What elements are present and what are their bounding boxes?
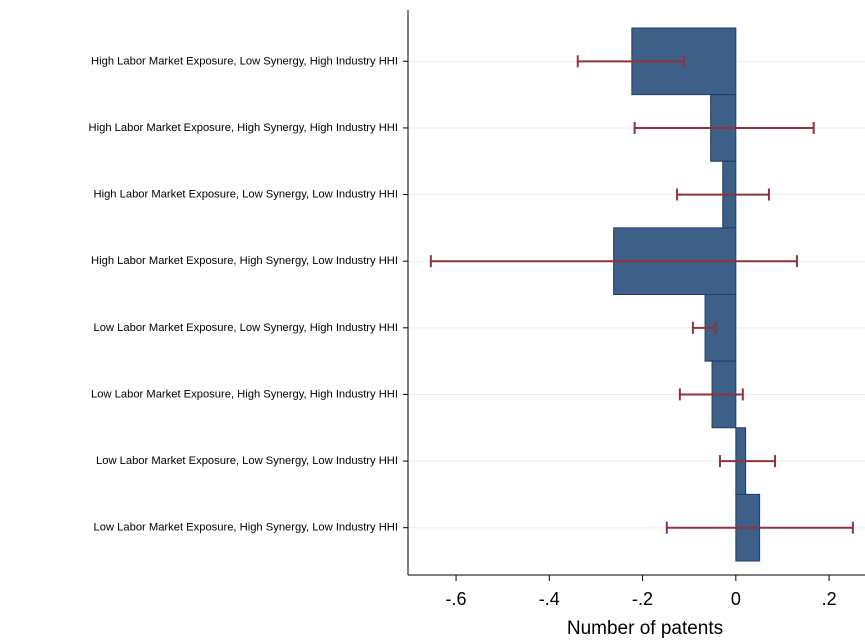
error-bar (718, 455, 776, 468)
error-bar (676, 188, 770, 201)
y-tick-label: Low Labor Market Exposure, High Synergy,… (91, 388, 398, 400)
x-tick-label: -.2 (632, 589, 653, 609)
error-bar (691, 321, 717, 334)
y-tick-label: High Labor Market Exposure, High Synergy… (89, 122, 398, 134)
x-tick-label: -.6 (446, 589, 467, 609)
y-tick-label: Low Labor Market Exposure, High Synergy,… (94, 522, 398, 534)
x-axis-title: Number of patents (567, 618, 723, 639)
error-bar (576, 55, 686, 68)
error-bar (665, 521, 854, 534)
error-bar (633, 121, 815, 134)
error-bar (678, 388, 744, 401)
y-tick-label: Low Labor Market Exposure, Low Synergy, … (94, 322, 398, 334)
y-tick-label: High Labor Market Exposure, Low Synergy,… (94, 189, 398, 201)
y-tick-label: High Labor Market Exposure, Low Synergy,… (91, 55, 398, 67)
x-tick-label: -.4 (539, 589, 560, 609)
x-tick-label: .2 (822, 589, 837, 609)
x-tick-label: 0 (731, 589, 741, 609)
y-tick-label: Low Labor Market Exposure, Low Synergy, … (96, 455, 398, 467)
y-tick-label: High Labor Market Exposure, High Synergy… (91, 255, 398, 267)
error-bar (429, 255, 798, 268)
